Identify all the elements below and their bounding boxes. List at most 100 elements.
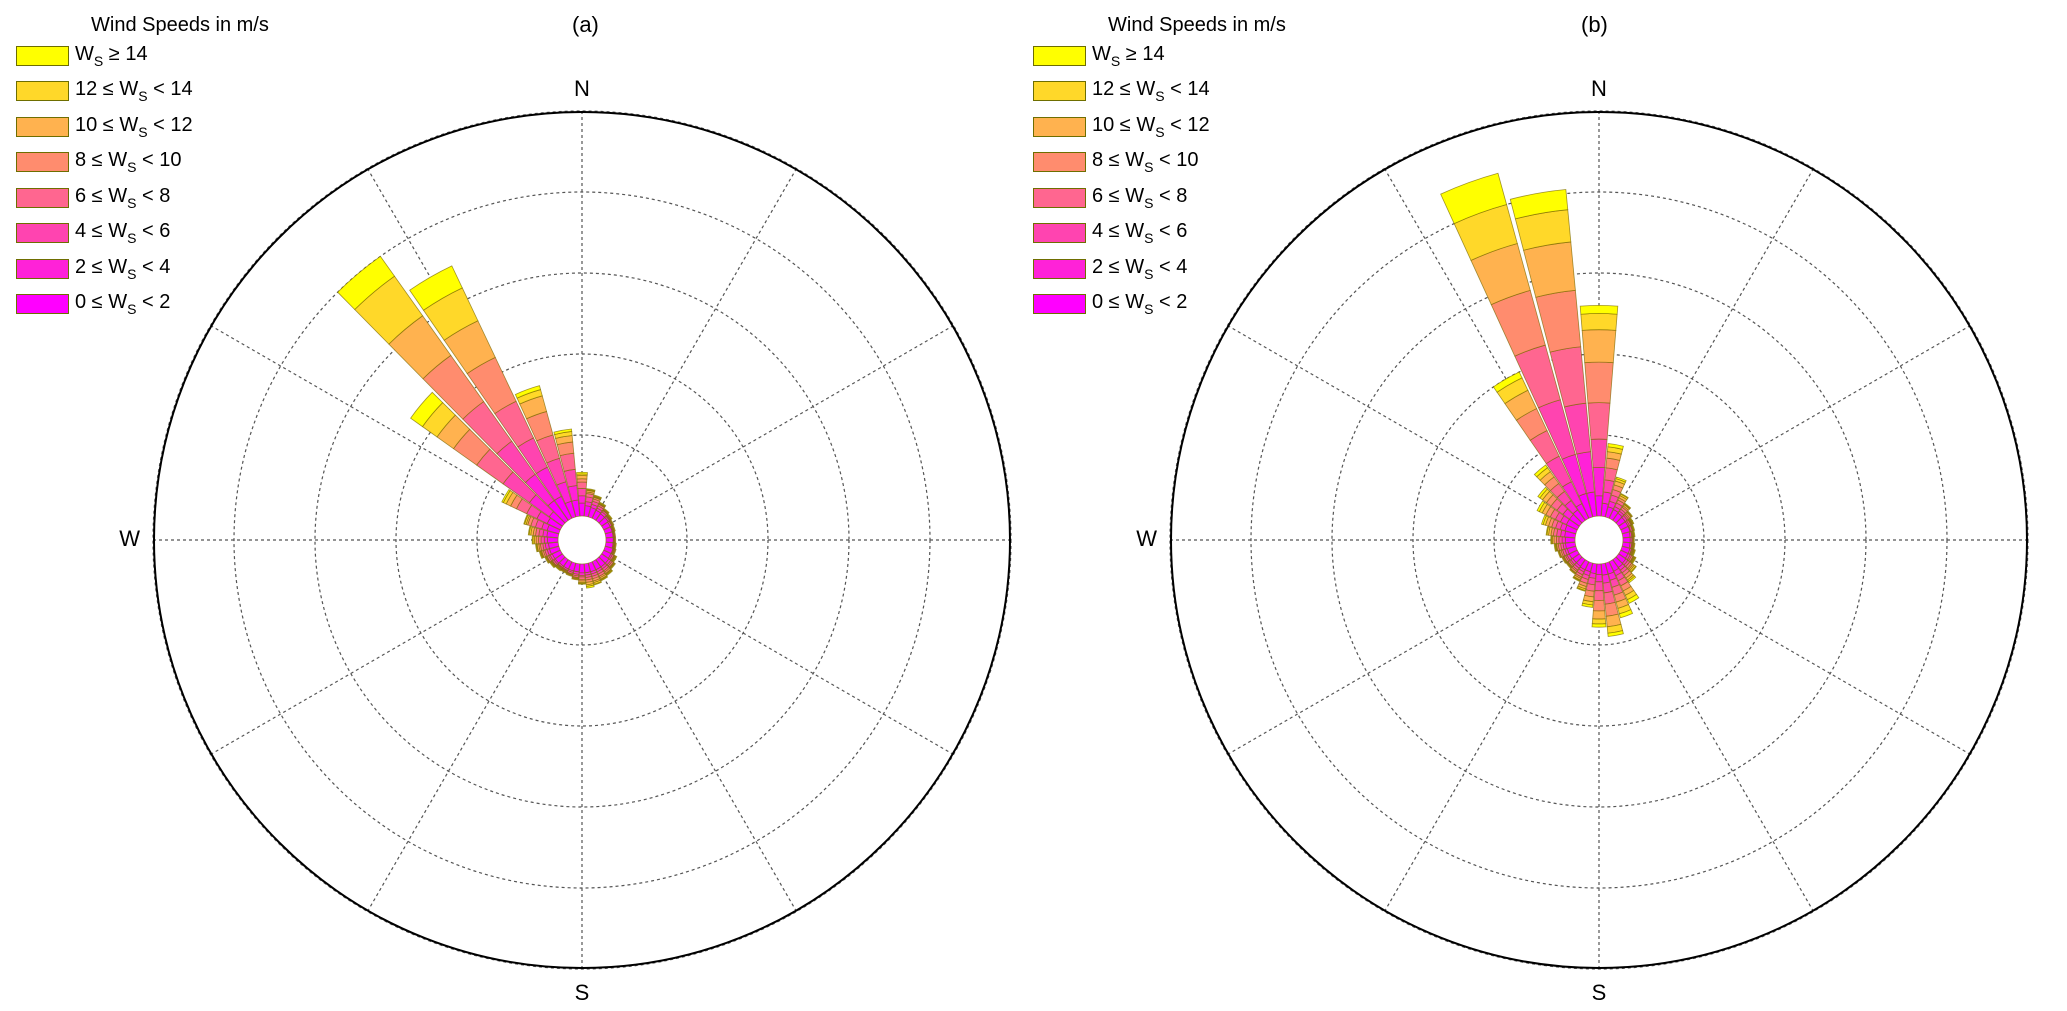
petal-segment	[538, 551, 544, 559]
petal-segment	[1593, 590, 1605, 601]
petal	[1612, 556, 1637, 584]
petal-segment	[1622, 537, 1631, 543]
petal-segment	[1592, 467, 1606, 497]
grid-spoke	[602, 325, 953, 529]
petal-segment	[607, 513, 613, 520]
petal-segment	[577, 488, 587, 497]
legend-label: 0 ≤ WS < 2	[75, 291, 170, 317]
legend-label: 2 ≤ WS < 4	[1092, 256, 1187, 282]
legend-title: Wind Speeds in m/s	[1108, 14, 1286, 36]
legend-swatch	[1033, 116, 1086, 137]
petal	[1509, 189, 1598, 518]
petal-segment	[1624, 502, 1632, 510]
petal-segment	[1630, 565, 1637, 573]
petal	[1600, 443, 1624, 518]
legend-item: 4 ≤ WS < 6	[1033, 216, 1286, 252]
petal-segment	[554, 565, 562, 572]
compass-label-s: S	[575, 980, 590, 1005]
legend-item: 8 ≤ WS < 10	[1033, 145, 1286, 181]
petal-segment	[1607, 630, 1624, 637]
petal-segment	[544, 556, 550, 564]
petal-segment	[1550, 535, 1553, 545]
petal-segment	[1561, 536, 1566, 544]
petal	[1600, 562, 1624, 637]
legend-label: 8 ≤ WS < 10	[1092, 149, 1198, 175]
petal-segment	[1632, 542, 1636, 550]
petal	[527, 525, 560, 539]
legend-label-sub: S	[1110, 52, 1121, 69]
petal	[578, 563, 586, 585]
petal-segment	[1576, 587, 1586, 592]
legend-label-post: < 12	[1164, 113, 1210, 136]
legend-swatch	[16, 187, 69, 208]
grid-spoke	[211, 551, 562, 755]
legend-label-pre: 8 ≤ W	[75, 149, 128, 172]
legend-title: Wind Speeds in m/s	[91, 14, 269, 36]
petal-segment	[1632, 549, 1636, 557]
petal-segment	[1572, 576, 1581, 582]
petal-segment	[1533, 464, 1549, 478]
grid-spoke	[1384, 560, 1588, 911]
legend-swatch	[1033, 81, 1086, 102]
petal-segment	[560, 569, 568, 574]
grid-spoke	[1619, 551, 1970, 755]
petal	[1621, 541, 1636, 550]
wind-rose-panel-a: (a) Wind Speeds in m/s WS ≥ 14 12 ≤ WS < …	[0, 0, 1020, 1011]
petal-segment	[553, 428, 573, 435]
petal-segment	[603, 507, 610, 514]
petal-segment	[1541, 514, 1547, 526]
wind-rose-panel-b: (b) Wind Speeds in m/s WS ≥ 14 12 ≤ WS < …	[1020, 0, 2040, 1011]
petal	[571, 562, 581, 581]
petal	[604, 541, 617, 550]
legend-label: WS ≥ 14	[75, 43, 148, 69]
petal	[1622, 536, 1635, 544]
legend-label: 0 ≤ WS < 2	[1092, 291, 1187, 317]
petal-segment	[549, 561, 556, 569]
petal-segment	[1595, 573, 1603, 583]
petal-segment	[1537, 486, 1548, 499]
legend-label-sub: S	[127, 265, 137, 282]
petal-segment	[576, 481, 588, 490]
petal	[1612, 502, 1632, 524]
center-hole	[559, 517, 605, 563]
petal-segment	[1581, 602, 1594, 608]
petal	[595, 507, 610, 524]
petal	[1561, 549, 1580, 564]
petal-segment	[1604, 601, 1619, 617]
legend-item: 10 ≤ WS < 12	[1033, 109, 1286, 145]
petal	[1604, 561, 1634, 619]
legend-label-pre: 10 ≤ W	[1092, 113, 1156, 136]
petal-segment	[337, 255, 396, 311]
legend-item: 6 ≤ WS < 8	[16, 180, 269, 216]
petal	[565, 561, 577, 577]
petal-segment	[593, 494, 602, 499]
petal	[1608, 492, 1629, 521]
petal	[1565, 553, 1583, 569]
petal-segment	[1565, 562, 1572, 569]
legend-label: 6 ≤ WS < 8	[1092, 185, 1187, 211]
petal	[1621, 530, 1636, 539]
legend-label-pre: 2 ≤ W	[1092, 255, 1145, 278]
petal	[583, 562, 595, 589]
petal-segment	[609, 519, 615, 526]
petal-segment	[605, 537, 614, 543]
petal-segment	[1581, 329, 1617, 364]
legend-item: 2 ≤ WS < 4	[1033, 251, 1286, 287]
petal-segment	[1631, 524, 1636, 531]
petal-segment	[1627, 575, 1637, 584]
outer-circle	[153, 111, 1011, 969]
legend-item: 0 ≤ WS < 2	[16, 287, 269, 323]
legend-label-sub: S	[127, 301, 137, 318]
legend-swatch	[16, 45, 69, 66]
compass-label-w: W	[1136, 526, 1157, 551]
petal	[591, 559, 609, 582]
legend-item: WS ≥ 14	[1033, 38, 1286, 74]
legend-swatch	[16, 258, 69, 279]
legend-label-sub: S	[1144, 230, 1154, 247]
legend-swatch	[16, 81, 69, 102]
petal	[1579, 305, 1619, 517]
petal	[1620, 545, 1636, 557]
petal	[560, 559, 573, 574]
compass-label-n: N	[574, 76, 590, 101]
petal	[1615, 510, 1633, 527]
